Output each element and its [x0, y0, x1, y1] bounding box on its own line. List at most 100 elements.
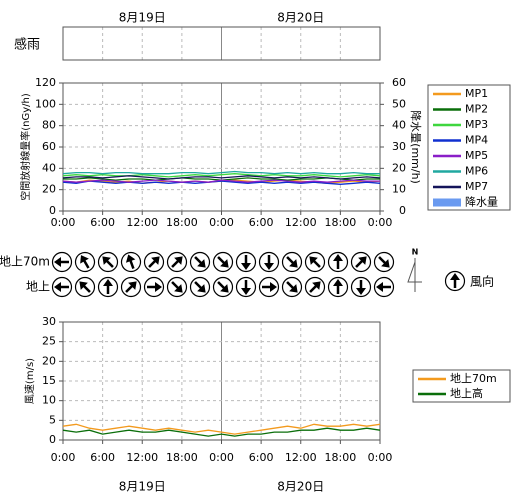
arrow-head — [103, 279, 113, 286]
wind-arrow — [350, 251, 372, 273]
legend-label: MP1 — [465, 87, 488, 100]
arrow-head — [54, 282, 61, 292]
wind-arrow — [143, 276, 165, 298]
legend-label: MP5 — [465, 149, 488, 162]
arrow-shaft — [171, 259, 180, 268]
wind-arrow — [327, 251, 349, 273]
arrow-shaft — [286, 256, 295, 265]
arrow-head — [197, 259, 206, 268]
arrow-shaft — [194, 256, 203, 265]
wind-arrow — [74, 251, 96, 273]
legend-box — [412, 369, 511, 403]
y-axis-label: 空間放射線量率(nGy/h) — [19, 93, 32, 201]
wind-arrow — [258, 251, 280, 273]
series-line — [62, 175, 381, 180]
wind-arrow — [350, 276, 372, 298]
date-label: 8月20日 — [277, 11, 324, 25]
legend-box — [427, 84, 511, 211]
y-tick-label: 40 — [42, 161, 56, 174]
arrow-head — [197, 284, 206, 293]
wind-arrow — [212, 276, 234, 298]
legend-label: MP4 — [465, 134, 488, 147]
x-tick-label: 0:00 — [51, 451, 76, 464]
wind-arrow — [189, 251, 211, 273]
compass-mark — [407, 261, 422, 283]
series-line — [62, 180, 381, 185]
x-tick-label: 18:00 — [325, 216, 357, 229]
rain-sense-label: 感雨 — [14, 37, 40, 53]
legend-label: 降水量 — [465, 195, 498, 209]
wind-arrow — [51, 276, 73, 298]
wind-arrow — [143, 251, 165, 273]
date-label: 8月19日 — [119, 480, 166, 494]
y-tick-label: 60 — [42, 140, 56, 153]
arrow-head — [450, 273, 460, 280]
wind-arrow — [235, 251, 257, 273]
wind-arrow — [51, 251, 73, 273]
arrow-head — [270, 282, 277, 292]
arrow-head — [220, 259, 229, 268]
arrow-head — [79, 281, 88, 290]
legend-label: MP3 — [465, 118, 488, 131]
arrow-head — [155, 282, 162, 292]
y-tick-label: 80 — [42, 119, 56, 132]
y-tick-label: 5 — [49, 413, 56, 426]
x-tick-label: 6:00 — [90, 451, 115, 464]
arrow-head — [241, 263, 251, 270]
y2-axis-label: 降水量(mm/h) — [409, 110, 423, 184]
y2-tick-label: 0 — [399, 204, 406, 217]
arrow-head — [333, 254, 343, 261]
arrow-head — [80, 255, 89, 264]
y-tick-label: 20 — [42, 183, 56, 196]
arrow-shaft — [148, 259, 157, 268]
arrow-shaft — [125, 284, 134, 293]
arrow-head — [381, 259, 390, 268]
wind-arrow — [120, 276, 142, 298]
wind-legend-label: 風向 — [470, 274, 494, 289]
x-tick-label: 6:00 — [90, 216, 115, 229]
arrow-head — [151, 256, 160, 265]
plot-frame — [62, 82, 381, 212]
series-line — [62, 170, 380, 175]
legend-label: 地上70m — [450, 372, 497, 385]
wind-arrow — [373, 276, 395, 298]
row-label: 地上70m — [0, 255, 50, 269]
arrow-shaft — [194, 281, 203, 290]
x-tick-label: 0:00 — [209, 216, 234, 229]
x-tick-label: 12:00 — [126, 451, 158, 464]
arrow-shaft — [286, 281, 295, 290]
date-label: 8月20日 — [277, 480, 324, 494]
arrow-shaft — [309, 284, 318, 293]
y-tick-label: 30 — [42, 315, 56, 328]
y-axis-label: 風速(m/s) — [24, 358, 36, 404]
wind-arrow — [281, 276, 303, 298]
arrow-head — [174, 256, 183, 265]
arrow-head — [358, 256, 367, 265]
arrow-shaft — [105, 259, 114, 268]
x-tick-label: 18:00 — [166, 451, 198, 464]
arrow-head — [289, 259, 298, 268]
series-line — [62, 427, 381, 437]
wind-arrow — [120, 251, 142, 273]
plot-frame — [62, 321, 381, 441]
wind-arrow — [74, 276, 96, 298]
x-tick-label: 6:00 — [249, 451, 274, 464]
y2-tick-label: 60 — [392, 76, 406, 89]
x-tick-label: 0:00 — [368, 451, 393, 464]
arrow-shaft — [217, 256, 226, 265]
wind-arrow — [304, 276, 326, 298]
y-tick-label: 25 — [42, 335, 56, 348]
wind-arrow — [258, 276, 280, 298]
y-tick-label: 120 — [35, 76, 56, 89]
series-line — [62, 423, 381, 435]
x-tick-label: 12:00 — [285, 216, 317, 229]
wind-arrow — [304, 251, 326, 273]
arrow-head — [241, 288, 251, 295]
y-tick-label: 15 — [42, 374, 56, 387]
y-tick-label: 10 — [42, 394, 56, 407]
arrow-head — [312, 281, 321, 290]
row-label: 地上 — [26, 280, 50, 294]
legend-label: MP6 — [465, 165, 488, 178]
wind-arrow — [189, 276, 211, 298]
